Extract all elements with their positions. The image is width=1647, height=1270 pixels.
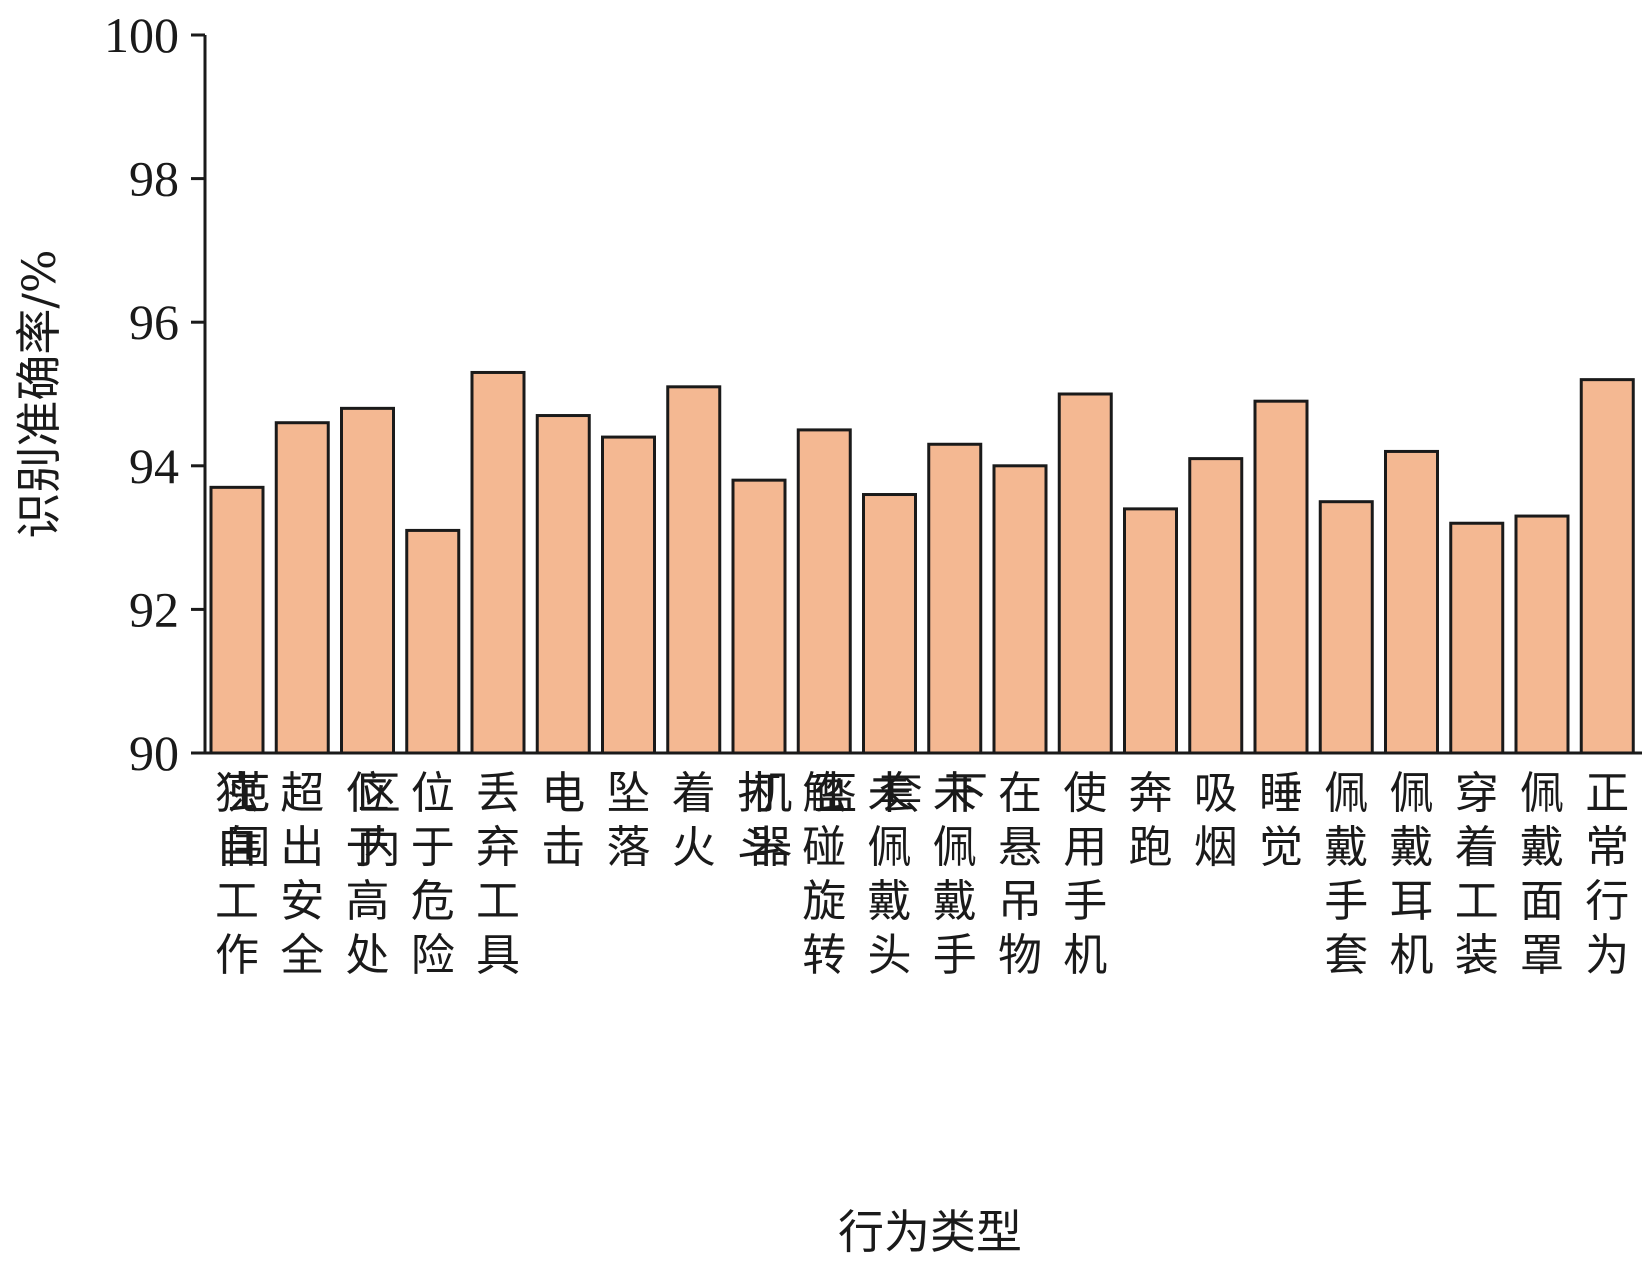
x-category-label: 独自工作 bbox=[215, 768, 259, 981]
bar bbox=[405, 528, 461, 755]
bar bbox=[862, 493, 917, 755]
x-category-label: 穿着工装 bbox=[1455, 768, 1499, 981]
x-category-label: 触碰旋转机器 bbox=[748, 768, 846, 981]
bar bbox=[1188, 457, 1244, 755]
x-category-label: 佩戴耳机 bbox=[1390, 768, 1434, 981]
bar bbox=[1253, 399, 1309, 755]
bar bbox=[1057, 392, 1113, 755]
bars-group bbox=[209, 370, 1635, 755]
y-axis-title: 识别准确率/% bbox=[12, 249, 66, 538]
x-category-label: 位于危险区内 bbox=[357, 768, 455, 981]
x-category-label: 佩戴手套 bbox=[1324, 768, 1368, 981]
x-category-label: 着火 bbox=[672, 768, 716, 873]
x-axis-title: 行为类型 bbox=[838, 1205, 1022, 1259]
y-tick-label: 96 bbox=[129, 294, 179, 350]
y-tick-label: 98 bbox=[129, 151, 179, 207]
x-category-label: 奔跑 bbox=[1129, 768, 1173, 873]
x-category-label: 在悬吊物下 bbox=[944, 768, 1042, 981]
bar bbox=[1579, 378, 1635, 755]
bar bbox=[927, 442, 983, 755]
bar bbox=[1514, 514, 1570, 755]
bar bbox=[1384, 449, 1439, 755]
x-category-labels: 独自工作超出安全范围位于高处位于危险区内丢弃工具电击坠落着火打斗触碰旋转机器未佩… bbox=[215, 768, 1629, 981]
x-category-label: 未佩戴头盔 bbox=[814, 768, 912, 981]
x-category-label: 正常行为 bbox=[1585, 768, 1629, 981]
x-category-label: 电击 bbox=[541, 768, 585, 873]
bar bbox=[535, 414, 591, 755]
y-tick-label: 92 bbox=[129, 581, 179, 637]
x-category-label: 位于高处 bbox=[346, 768, 390, 981]
y-tick-label: 100 bbox=[104, 7, 179, 63]
x-category-label: 坠落 bbox=[607, 768, 651, 873]
x-category-label: 使用手机 bbox=[1063, 768, 1107, 981]
bar bbox=[340, 406, 395, 755]
x-category-label: 未佩戴手套 bbox=[879, 768, 977, 981]
x-category-label: 佩戴面罩 bbox=[1520, 768, 1564, 981]
x-category-label: 丢弃工具 bbox=[476, 768, 520, 981]
bar bbox=[992, 464, 1048, 755]
bar bbox=[209, 485, 265, 755]
x-category-label: 睡觉 bbox=[1259, 768, 1303, 873]
bar bbox=[1318, 500, 1374, 755]
x-category-label: 吸烟 bbox=[1194, 768, 1238, 873]
bar bbox=[731, 478, 787, 755]
x-category-label: 超出安全范围 bbox=[226, 768, 324, 981]
y-ticks-group: 90 92 94 96 98 100 bbox=[104, 7, 205, 781]
bar bbox=[601, 435, 656, 755]
bar bbox=[796, 428, 852, 755]
y-tick-label: 94 bbox=[129, 438, 179, 494]
y-tick-label: 90 bbox=[129, 725, 179, 781]
x-category-label: 打斗 bbox=[737, 768, 781, 873]
bar bbox=[470, 370, 526, 755]
bar bbox=[666, 385, 722, 755]
bar bbox=[274, 421, 330, 755]
bar bbox=[1449, 521, 1505, 755]
bar bbox=[1123, 507, 1178, 755]
axes-group bbox=[203, 35, 1642, 755]
